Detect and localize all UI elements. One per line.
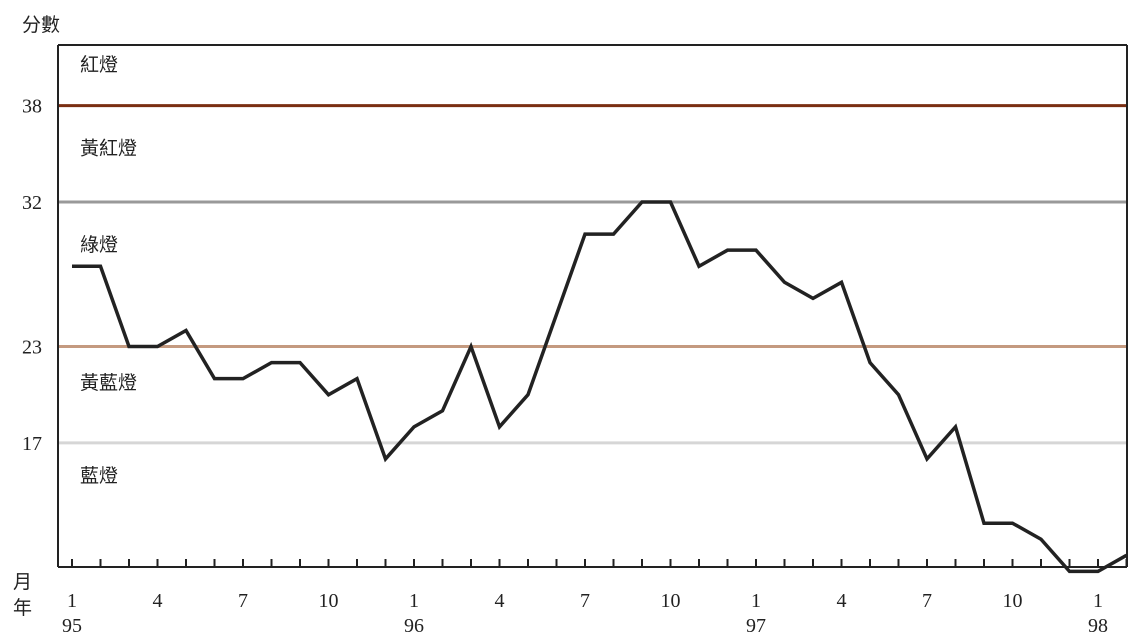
x-month-label: 10 bbox=[1003, 590, 1023, 612]
y-axis-ticks: 38 32 23 17 bbox=[22, 96, 42, 455]
y-tick-label: 17 bbox=[22, 433, 42, 455]
x-month-label: 1 bbox=[1093, 590, 1103, 612]
x-month-label: 4 bbox=[153, 590, 163, 612]
zone-label: 綠燈 bbox=[80, 234, 118, 256]
y-tick-label: 32 bbox=[22, 192, 42, 214]
data-series bbox=[71, 200, 1128, 574]
x-year-label: 97 bbox=[746, 615, 766, 635]
x-month-label: 1 bbox=[751, 590, 761, 612]
zone-label: 藍燈 bbox=[80, 465, 118, 487]
x-month-label: 4 bbox=[495, 590, 505, 612]
x-axis-year-label: 年 bbox=[13, 597, 32, 619]
plot-frame bbox=[57, 44, 1128, 568]
x-month-label: 1 bbox=[409, 590, 419, 612]
x-month-label: 10 bbox=[319, 590, 339, 612]
x-month-label: 7 bbox=[238, 590, 248, 612]
y-axis-title: 分數 bbox=[22, 14, 60, 36]
x-month-label: 10 bbox=[661, 590, 681, 612]
x-axis-ticks: 1 4 7 10 1 4 7 10 1 4 7 10 1 95 96 97 98 bbox=[62, 559, 1128, 635]
series-line bbox=[72, 200, 1128, 574]
x-month-label: 7 bbox=[580, 590, 590, 612]
zone-label: 紅燈 bbox=[80, 54, 118, 76]
zone-label: 黃紅燈 bbox=[80, 137, 137, 159]
x-year-label: 95 bbox=[62, 615, 82, 635]
x-month-label: 4 bbox=[837, 590, 847, 612]
x-year-label: 98 bbox=[1088, 615, 1108, 635]
x-axis-month-label: 月 bbox=[13, 571, 32, 593]
x-month-label: 7 bbox=[922, 590, 932, 612]
x-year-label: 96 bbox=[404, 615, 424, 635]
threshold-lines bbox=[58, 104, 1127, 445]
y-tick-label: 23 bbox=[22, 337, 42, 359]
y-tick-label: 38 bbox=[22, 96, 42, 118]
zone-label: 黃藍燈 bbox=[80, 372, 137, 394]
x-month-label: 1 bbox=[67, 590, 77, 612]
